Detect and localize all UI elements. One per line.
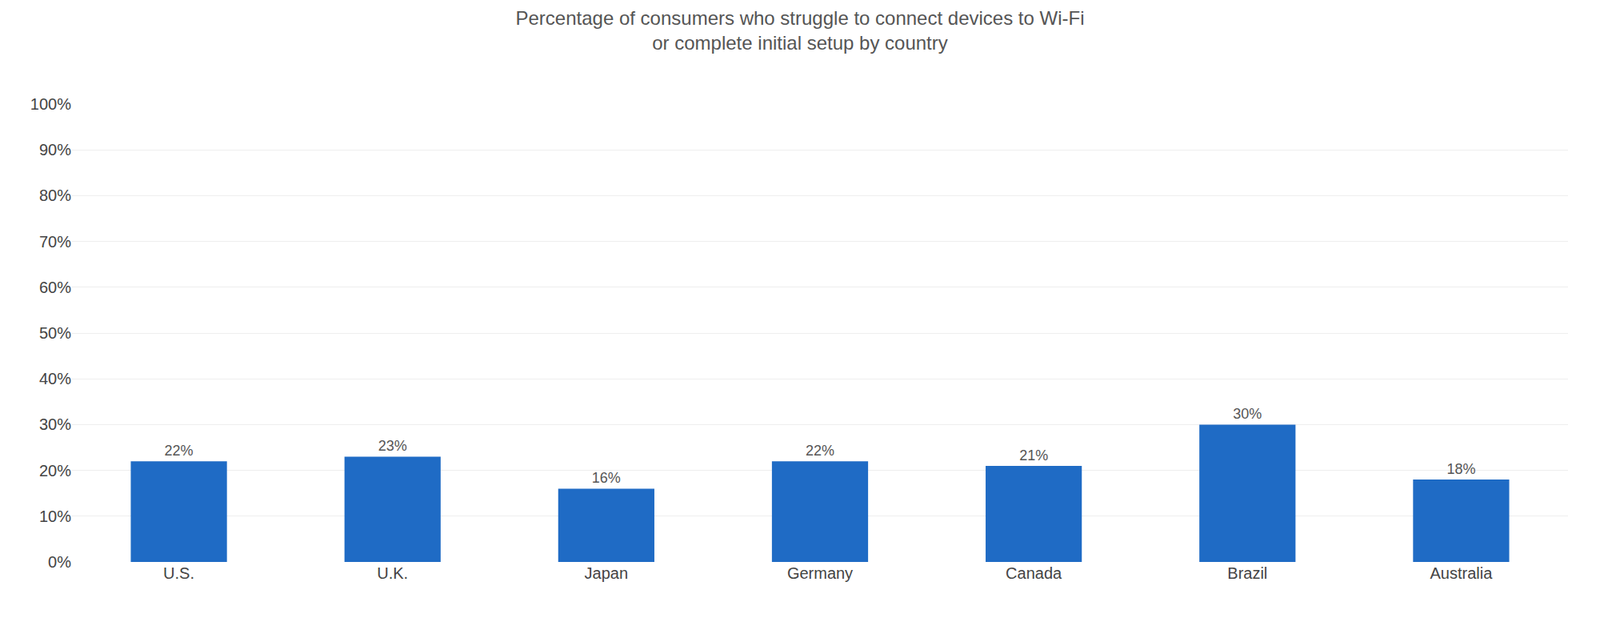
svg-text:50%: 50%	[39, 324, 72, 342]
svg-text:U.K.: U.K.	[376, 564, 408, 582]
svg-text:Japan: Japan	[584, 564, 629, 582]
svg-text:16%: 16%	[592, 469, 621, 486]
svg-text:40%: 40%	[39, 369, 72, 388]
svg-text:30%: 30%	[1232, 405, 1262, 422]
svg-text:U.S.: U.S.	[163, 564, 195, 582]
svg-text:20%: 20%	[39, 461, 72, 480]
svg-text:80%: 80%	[39, 186, 72, 204]
svg-text:Brazil: Brazil	[1227, 564, 1268, 582]
svg-text:60%: 60%	[39, 278, 72, 296]
svg-text:22%: 22%	[805, 442, 835, 459]
svg-text:Australia: Australia	[1430, 564, 1494, 582]
svg-text:23%: 23%	[378, 437, 408, 454]
svg-text:10%: 10%	[39, 507, 72, 525]
svg-text:Canada: Canada	[1005, 564, 1063, 582]
svg-text:0%: 0%	[48, 552, 72, 571]
svg-text:21%: 21%	[1019, 447, 1048, 464]
svg-text:30%: 30%	[39, 415, 72, 433]
svg-text:Germany: Germany	[787, 564, 853, 582]
svg-text:100%: 100%	[30, 95, 72, 113]
svg-text:70%: 70%	[39, 232, 72, 251]
svg-text:22%: 22%	[164, 442, 194, 459]
svg-text:18%: 18%	[1446, 460, 1476, 477]
svg-text:Percentage of consumers who st: Percentage of consumers who struggle to …	[516, 7, 1085, 54]
svg-text:90%: 90%	[39, 140, 72, 159]
